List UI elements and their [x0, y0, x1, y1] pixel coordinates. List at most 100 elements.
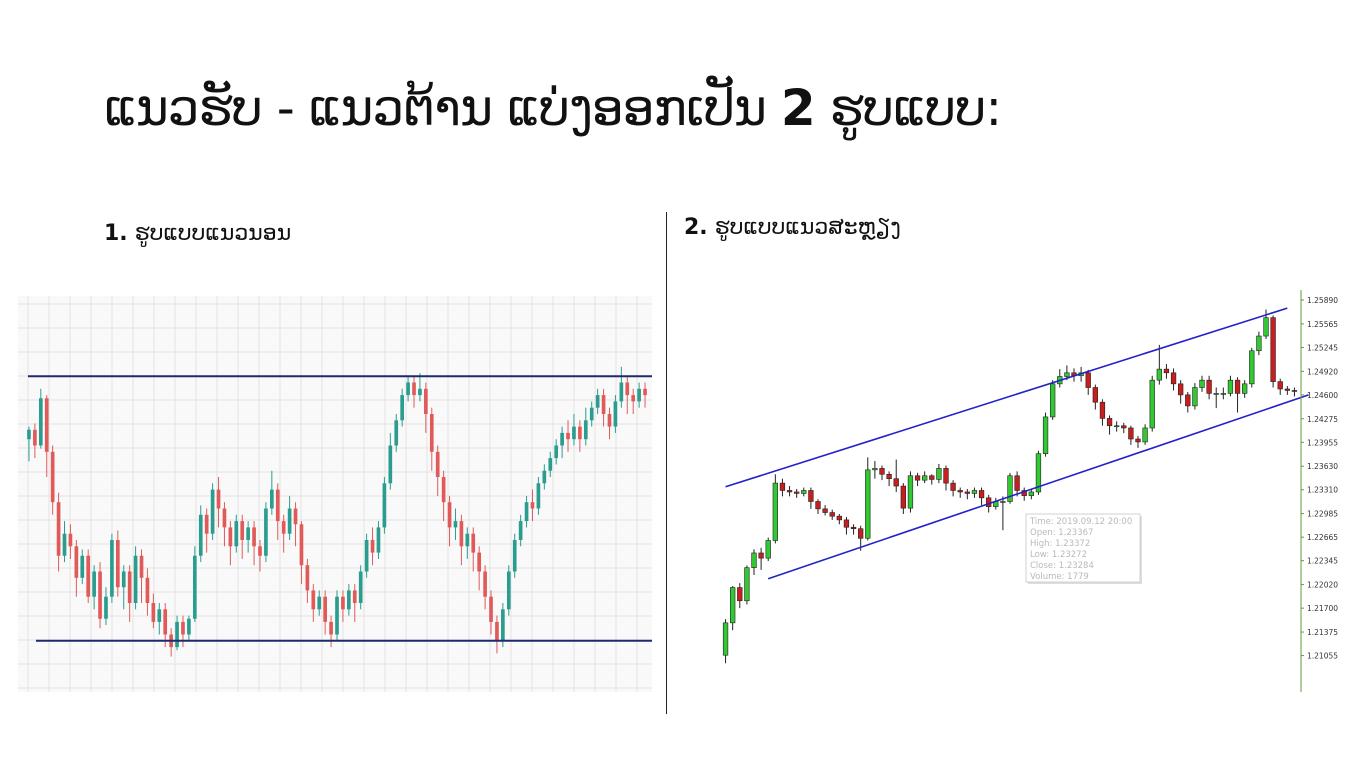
chart1-candle-body — [181, 621, 185, 635]
chart1-candle-body — [607, 414, 612, 427]
chart1-candle-body — [572, 426, 576, 440]
chart1-candle-body — [453, 521, 458, 528]
chart1-candle-body — [175, 621, 179, 648]
chart1-candle-body — [495, 621, 499, 641]
chart1-candle-body — [376, 527, 381, 553]
chart1-candle-body — [234, 521, 239, 547]
chart2-candle-body — [801, 490, 807, 494]
tooltip-low: Low: 1.23272 — [1030, 550, 1087, 560]
chart1-candle-body — [524, 502, 529, 522]
chart2-candle-body — [815, 501, 821, 510]
chart2-tick-label: 1.24275 — [1307, 415, 1338, 424]
chart1-candle-body — [228, 527, 233, 547]
tooltip-open: Open: 1.23367 — [1030, 528, 1093, 538]
chart2-candle-body — [1128, 427, 1134, 440]
chart1-candle-body — [518, 521, 523, 540]
chart2-tick-label: 1.25890 — [1307, 296, 1338, 305]
chart2-candle-body — [772, 482, 778, 541]
chart2-candle-body — [1121, 425, 1127, 429]
chart1-candle-body — [341, 596, 345, 610]
chart2-candle-body — [1185, 394, 1191, 407]
chart2-tick-label: 1.23630 — [1307, 462, 1338, 471]
chart1-candle-body — [133, 555, 138, 603]
chart1-candle-body — [86, 555, 91, 597]
chart1-candle-body — [424, 388, 428, 414]
chart2-candle-body — [1291, 390, 1298, 392]
chart1-candle-body — [358, 571, 363, 603]
vertical-divider — [666, 212, 667, 714]
chart2-tick-label: 1.22020 — [1307, 581, 1338, 590]
chart1-candle-body — [299, 524, 304, 566]
chart1-candle-body — [406, 382, 410, 396]
chart2-candle-body — [1149, 379, 1155, 429]
chart1-candle-body — [560, 432, 564, 446]
chart1-candle-body — [151, 603, 156, 622]
chart2-candle-body — [822, 508, 828, 513]
chart1-candle-body — [613, 401, 618, 427]
chart1-candle-body — [471, 533, 476, 553]
chart1-candle-body — [429, 414, 434, 452]
chart1-candle-body — [98, 571, 102, 619]
chart2-candle-body — [1227, 379, 1234, 394]
title-tail: ຮູບແບບ: — [829, 79, 1003, 137]
slide-title: ແນວຮັບ - ແນວຕ້ານ ແບ່ງອອກເປັນ 2 ຮູບແບບ: — [104, 76, 1003, 140]
chart2-candle-body — [1277, 381, 1283, 390]
chart2-candle-body — [1099, 401, 1106, 419]
chart1-candle-body — [583, 420, 588, 440]
chart1-candle-body — [447, 502, 452, 528]
chart1-candle-body — [139, 555, 144, 578]
chart2-candle-body — [922, 475, 928, 481]
chart2-candle-body — [986, 497, 992, 507]
chart2-candle-body — [1256, 335, 1262, 352]
chart2-candle-body — [1042, 416, 1049, 455]
chart2-candle-body — [836, 515, 842, 521]
chart2-tick-label: 1.21055 — [1307, 652, 1338, 661]
horizontal-support-resistance-chart — [18, 296, 652, 692]
chart1-candle-body — [506, 571, 511, 610]
chart1-candle-body — [127, 571, 132, 603]
chart2-candle-body — [829, 512, 835, 517]
chart1-candle-body — [246, 527, 250, 540]
chart1-candle-body — [204, 514, 209, 534]
chart1-candle-body — [637, 388, 641, 402]
chart1-candle-body — [601, 395, 606, 414]
title-main: ແນວຮັບ - ແນວຕ້ານ ແບ່ງອອກເປັນ — [104, 79, 767, 137]
chart1-candle-body — [595, 395, 600, 408]
chart1-candle-body — [412, 382, 416, 396]
chart1-candle-body — [80, 555, 85, 578]
chart2-candle-body — [1092, 387, 1098, 403]
chart1-candle-body — [192, 555, 197, 619]
tooltip-close: Close: 1.23284 — [1030, 561, 1094, 571]
chart1-candle-body — [643, 388, 647, 396]
chart2-candle-body — [879, 468, 885, 475]
chart1-candle-body — [293, 508, 298, 525]
chart1-candle-body — [566, 432, 570, 440]
chart1-candle-body — [216, 489, 221, 509]
chart2-candle-body — [1199, 379, 1205, 388]
subtitle-1-text: ຮູບແບບແນວນອນ — [134, 221, 292, 246]
chart2-candle-body — [779, 482, 786, 491]
chart2-candle-body — [1263, 317, 1269, 337]
chart2-candle-body — [1156, 368, 1162, 381]
chart1-candle-body — [110, 540, 114, 597]
chart1-candle-body — [62, 533, 67, 556]
chart2-tick-label: 1.24920 — [1307, 367, 1338, 376]
chart1-candle-body — [388, 445, 393, 484]
chart1-candle-body — [281, 521, 286, 534]
chart2-candle-body — [929, 475, 935, 480]
chart1-candle-body — [323, 596, 327, 622]
chart1-candle-body — [625, 382, 630, 396]
title-number: 2 — [780, 79, 816, 137]
tooltip-time: Time: 2019.09.12 20:00 — [1029, 517, 1132, 527]
chart2-candle-body — [957, 490, 963, 493]
chart1-candle-body — [400, 395, 404, 421]
chart1-candle-body — [435, 451, 440, 477]
chart1-candle-body — [275, 489, 280, 522]
chart1-candle-body — [631, 395, 636, 402]
chart1-candle-body — [589, 407, 594, 421]
chart2-tick-label: 1.22665 — [1307, 533, 1338, 542]
chart2-candle-body — [1000, 501, 1006, 503]
chart2-candle-body — [751, 552, 757, 568]
chart2-tick-label: 1.22345 — [1307, 557, 1338, 566]
chart1-candle-body — [477, 552, 482, 572]
